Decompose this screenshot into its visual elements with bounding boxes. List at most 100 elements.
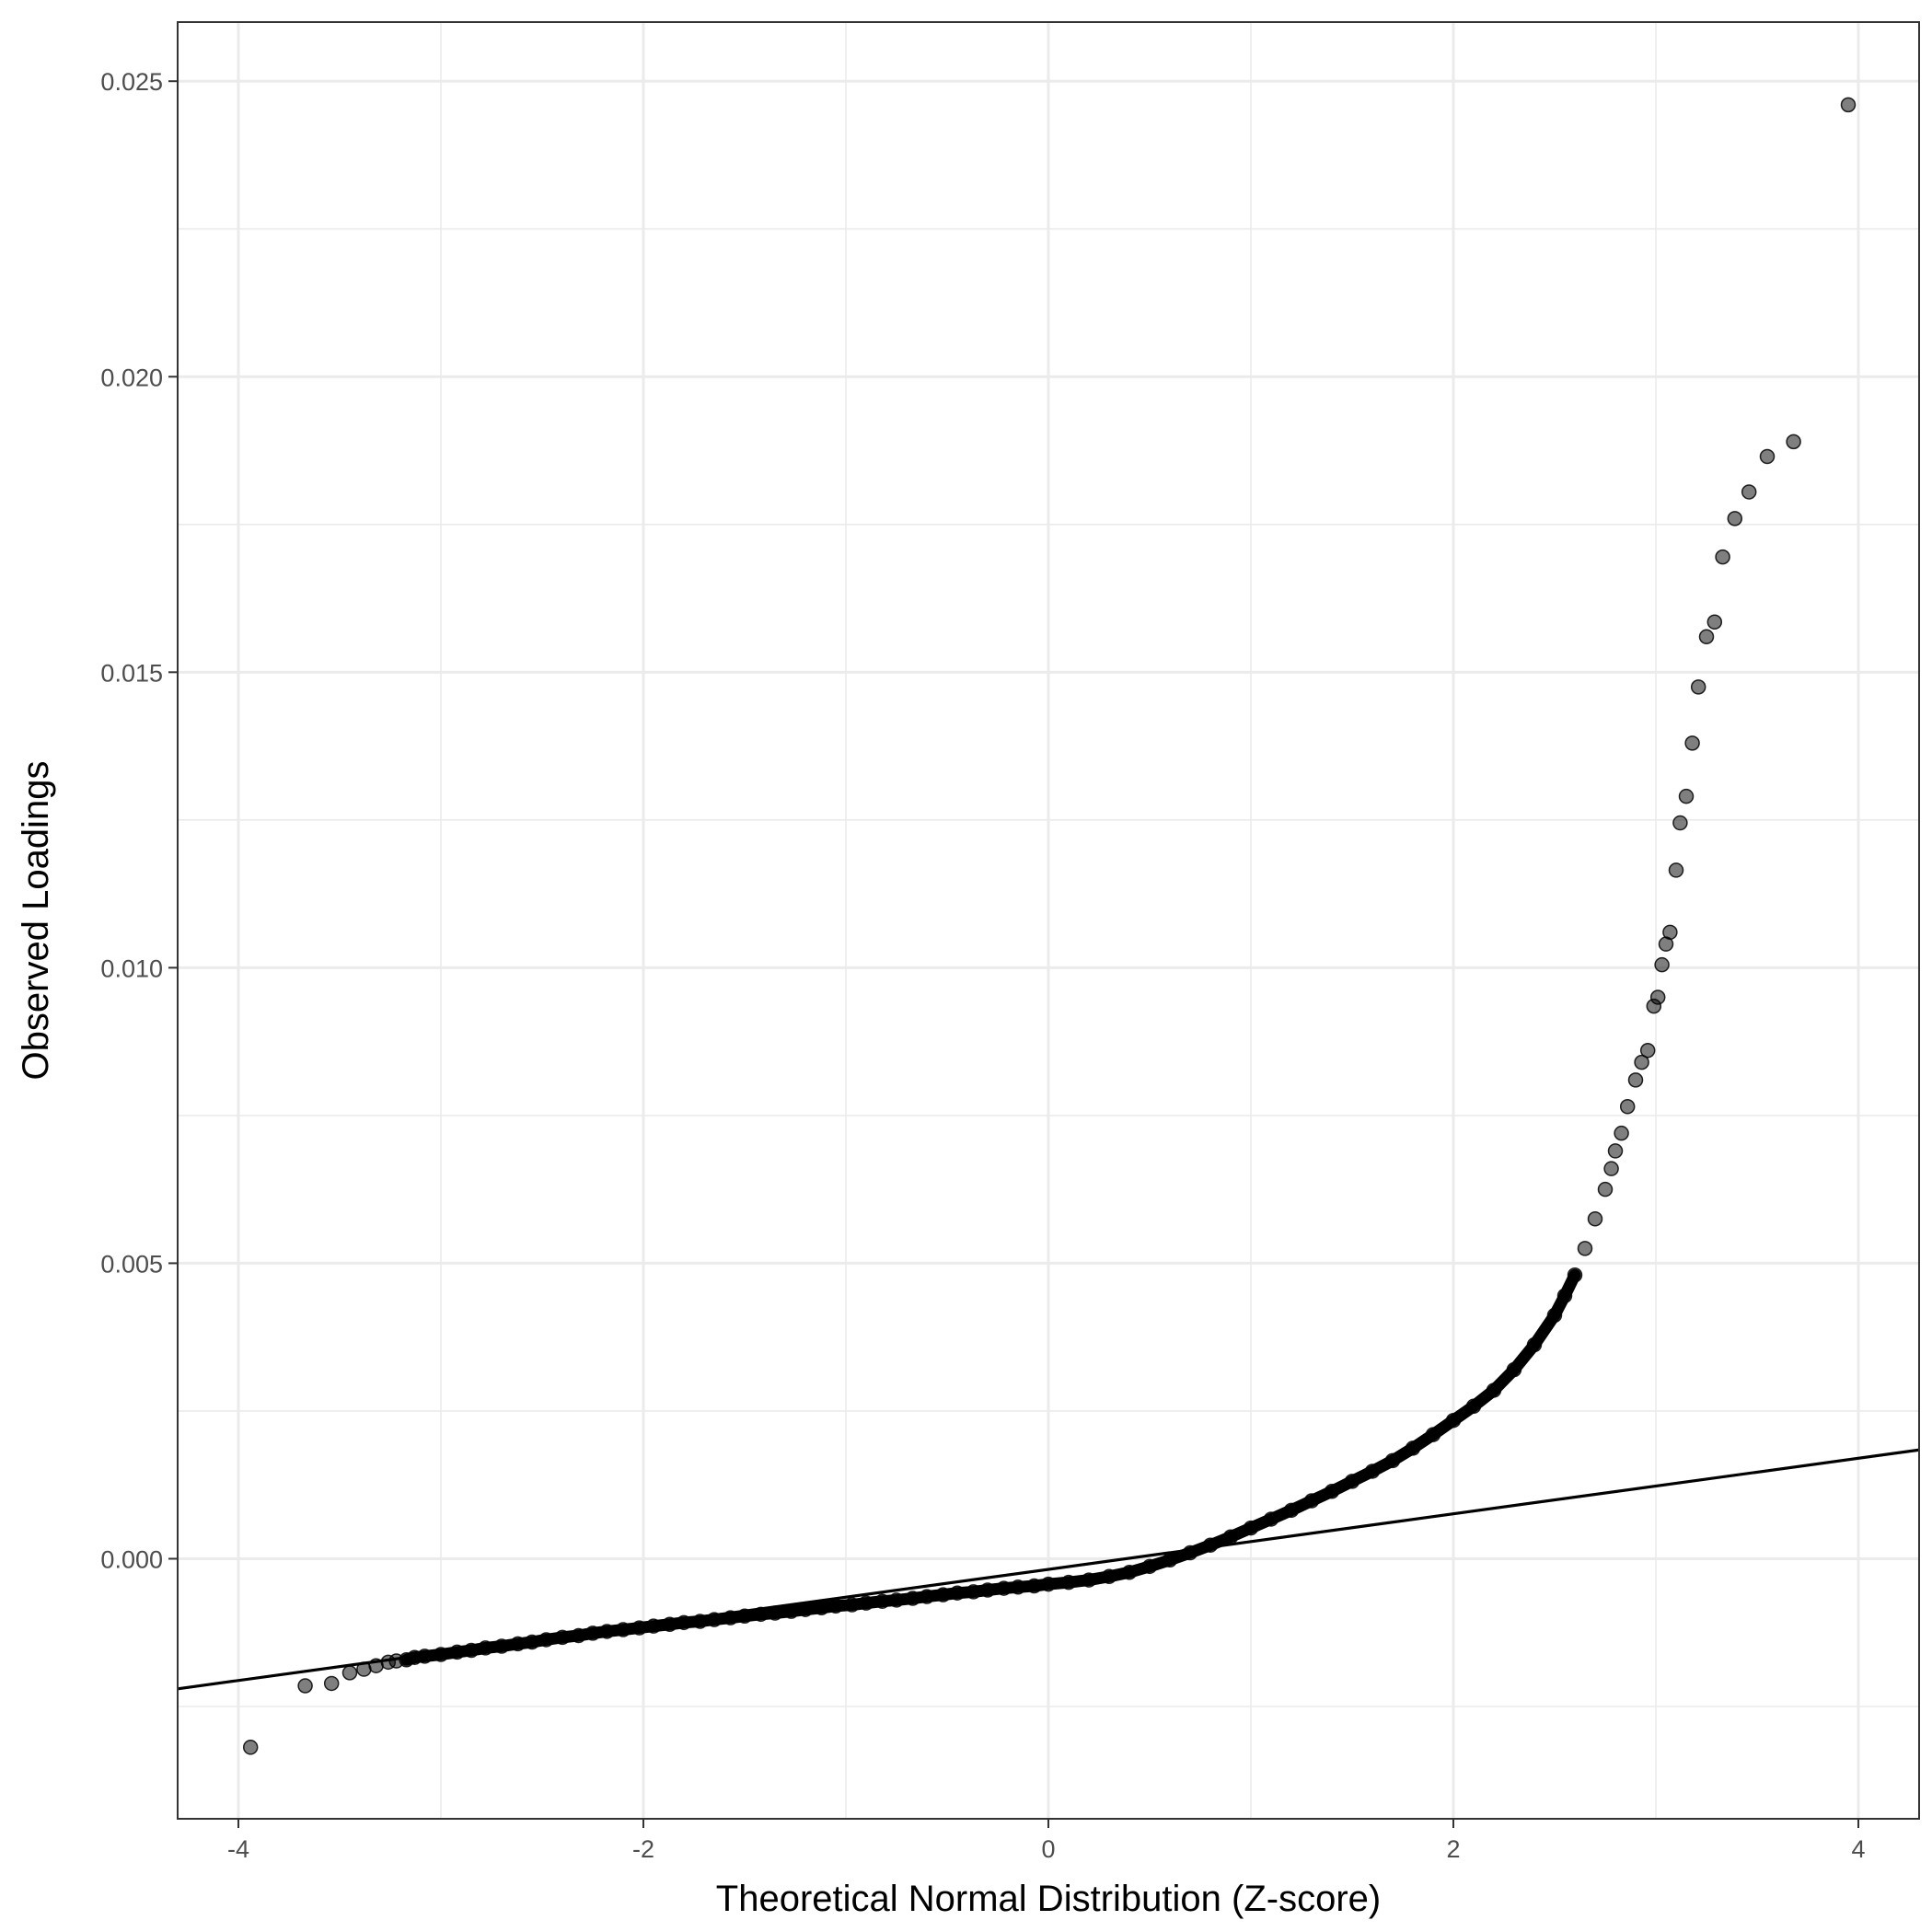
data-point <box>736 1608 753 1625</box>
data-point <box>1283 1502 1300 1519</box>
data-point <box>1840 97 1857 113</box>
y-tick-label: 0.000 <box>100 1545 163 1573</box>
y-tick-label: 0.005 <box>100 1250 163 1278</box>
data-point <box>1627 1072 1644 1088</box>
data-point <box>844 1597 860 1613</box>
data-point <box>692 1614 708 1629</box>
data-point <box>510 1636 526 1652</box>
data-point <box>827 1598 844 1614</box>
data-point <box>1141 1558 1158 1575</box>
data-point <box>584 1625 601 1641</box>
data-point <box>1546 1307 1563 1324</box>
data-point <box>1101 1568 1117 1584</box>
data-point <box>1465 1398 1482 1415</box>
data-point <box>449 1644 465 1660</box>
data-point <box>1162 1552 1178 1568</box>
y-tick-label: 0.015 <box>100 659 163 687</box>
data-point <box>919 1589 935 1604</box>
data-point <box>1556 1288 1573 1303</box>
data-point <box>1678 788 1695 804</box>
data-point <box>615 1622 631 1637</box>
data-point <box>433 1647 449 1662</box>
data-point <box>979 1582 996 1598</box>
data-point <box>1384 1452 1401 1469</box>
data-point <box>599 1624 615 1639</box>
data-point <box>1597 1181 1614 1197</box>
data-point <box>1587 1211 1603 1227</box>
data-point <box>571 1627 586 1644</box>
data-point <box>1344 1474 1360 1489</box>
data-points <box>242 97 1857 1755</box>
data-point <box>297 1678 313 1694</box>
data-point <box>1081 1572 1097 1588</box>
data-point <box>1684 735 1700 751</box>
data-point <box>1263 1511 1279 1527</box>
x-tick-label: 0 <box>1041 1835 1055 1863</box>
data-point <box>1603 1161 1619 1176</box>
data-point <box>888 1592 905 1608</box>
data-point <box>1668 862 1684 878</box>
data-point <box>767 1605 783 1621</box>
data-point <box>1060 1574 1077 1591</box>
data-point <box>1690 679 1706 695</box>
x-tick-label: 2 <box>1446 1835 1460 1863</box>
data-point <box>1607 1143 1624 1159</box>
data-point <box>1121 1564 1138 1580</box>
x-tick-label: -4 <box>227 1835 249 1863</box>
data-point <box>463 1642 480 1659</box>
data-point <box>1526 1336 1543 1353</box>
data-point <box>1324 1484 1340 1499</box>
data-point <box>1706 614 1723 630</box>
y-tick-label: 0.025 <box>100 68 163 96</box>
data-point <box>662 1616 677 1632</box>
data-point <box>723 1610 738 1625</box>
data-point <box>1010 1579 1026 1595</box>
data-point <box>814 1600 829 1616</box>
y-tick-label: 0.020 <box>100 364 163 391</box>
data-point <box>1202 1537 1219 1553</box>
data-point <box>1727 511 1743 526</box>
data-point <box>1662 924 1678 941</box>
data-point <box>1425 1427 1441 1442</box>
data-point <box>874 1593 890 1609</box>
data-point <box>1619 1099 1636 1115</box>
data-point <box>1577 1241 1593 1256</box>
data-point <box>1634 1054 1649 1070</box>
data-point <box>753 1606 769 1623</box>
x-tick-label: 4 <box>1851 1835 1865 1863</box>
data-point <box>1182 1544 1198 1561</box>
data-point <box>1405 1440 1421 1456</box>
data-point <box>706 1612 723 1627</box>
data-point <box>1786 434 1801 450</box>
data-point <box>478 1640 493 1656</box>
data-point <box>797 1602 814 1617</box>
data-point <box>1741 484 1757 500</box>
data-point <box>1364 1463 1381 1479</box>
data-point <box>676 1614 692 1631</box>
x-axis-title: Theoretical Normal Distribution (Z-score… <box>716 1879 1381 1919</box>
axis-ticks: -4 -2 0 2 4 0.000 0.005 0.010 0.015 0.020 0.025 <box>100 68 1865 1863</box>
data-point <box>1026 1578 1042 1594</box>
data-point <box>996 1580 1012 1596</box>
y-axis-title: Observed Loadings <box>16 761 56 1081</box>
y-tick-label: 0.010 <box>100 954 163 982</box>
data-point <box>524 1634 540 1650</box>
data-point <box>493 1638 510 1654</box>
data-point <box>323 1675 340 1692</box>
data-point <box>935 1587 951 1602</box>
data-point <box>1698 629 1715 645</box>
data-point <box>1486 1382 1502 1398</box>
data-point <box>783 1603 799 1619</box>
data-point <box>1243 1520 1259 1536</box>
data-point <box>1303 1493 1320 1509</box>
data-point <box>1639 1043 1656 1059</box>
data-point <box>1222 1529 1239 1544</box>
data-point <box>538 1632 554 1648</box>
data-point <box>1654 956 1670 973</box>
x-tick-label: -2 <box>632 1835 654 1863</box>
data-point <box>1506 1361 1522 1378</box>
data-point <box>417 1649 433 1664</box>
data-point <box>1567 1267 1583 1283</box>
